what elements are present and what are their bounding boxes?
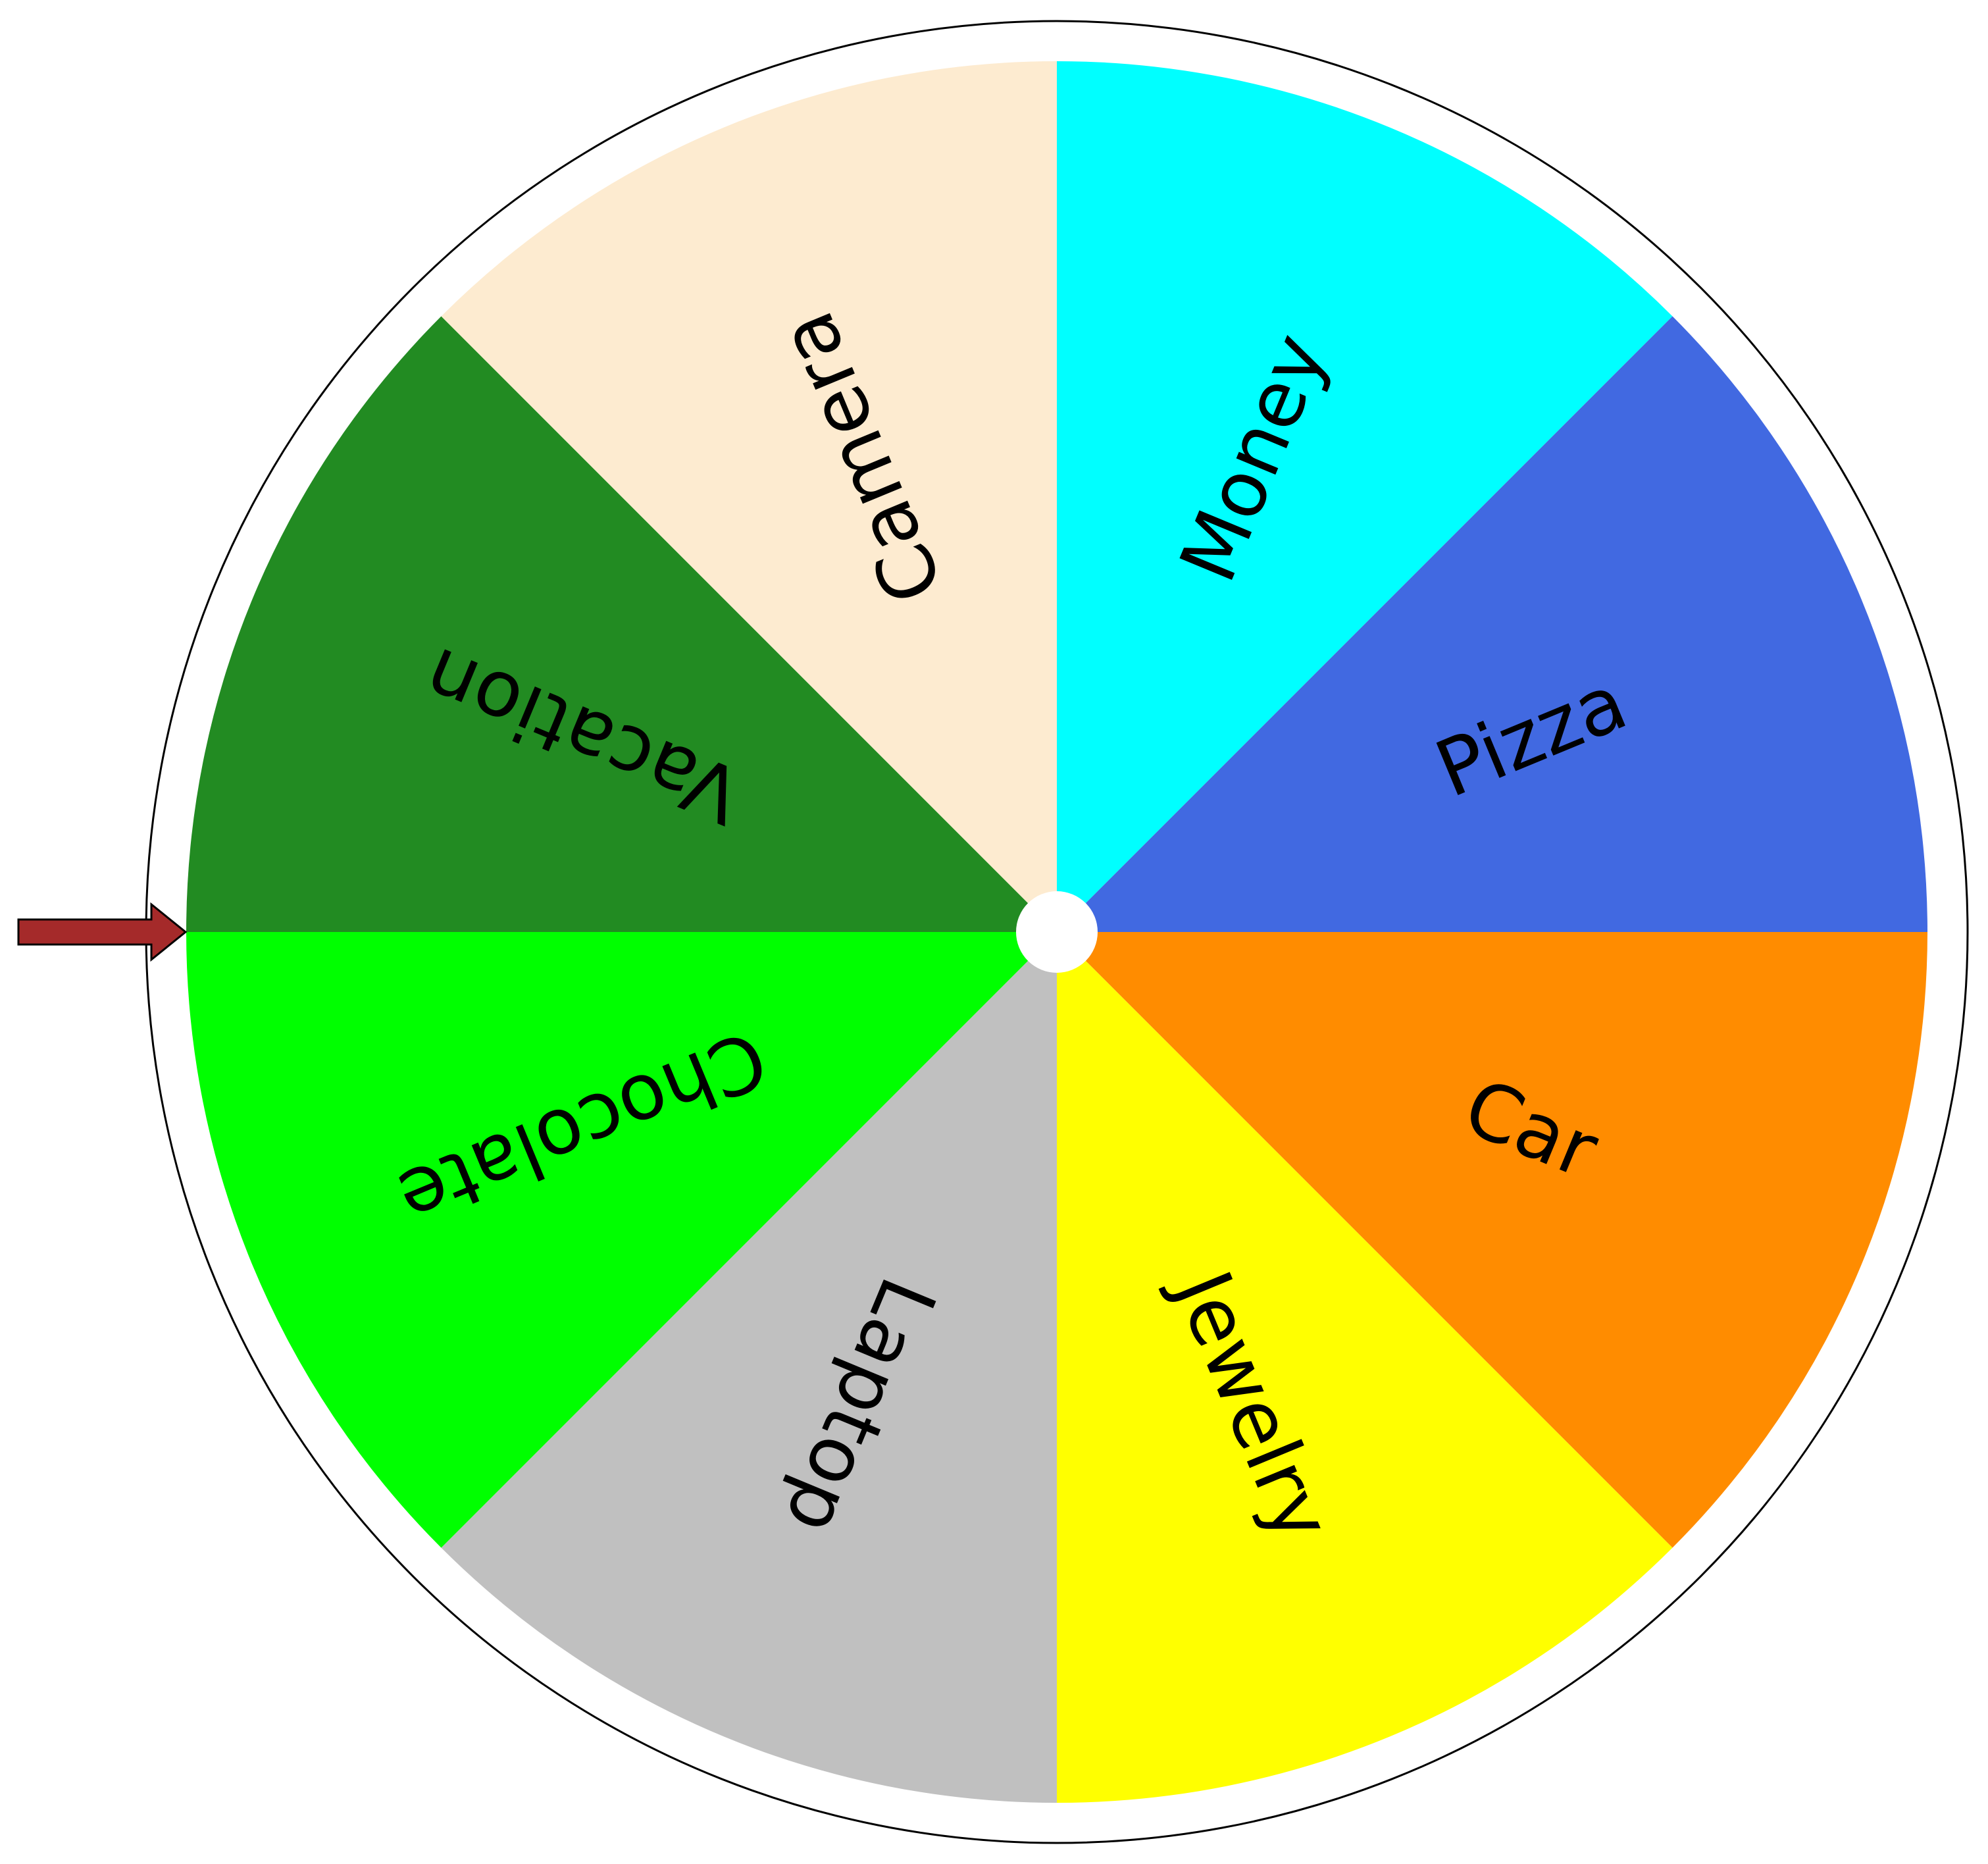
wheel-segment-jewelry	[1057, 932, 1673, 1803]
wheel-segment-chocolate	[186, 932, 1057, 1548]
spin-wheel[interactable]: MoneyPizzaCarJewelryLaptopChocolateVacat…	[186, 61, 1927, 1803]
wheel-segment-pizza	[1057, 316, 1927, 932]
wheel-segment-camera	[441, 61, 1057, 932]
wheel-hub[interactable]	[1016, 891, 1098, 973]
wheel-segment-money	[1057, 61, 1673, 932]
pointer-arrow-icon	[17, 902, 188, 962]
wheel-segment-vacation	[186, 316, 1057, 932]
wheel-segment-laptop	[441, 932, 1057, 1803]
wheel-segment-car	[1057, 932, 1927, 1548]
